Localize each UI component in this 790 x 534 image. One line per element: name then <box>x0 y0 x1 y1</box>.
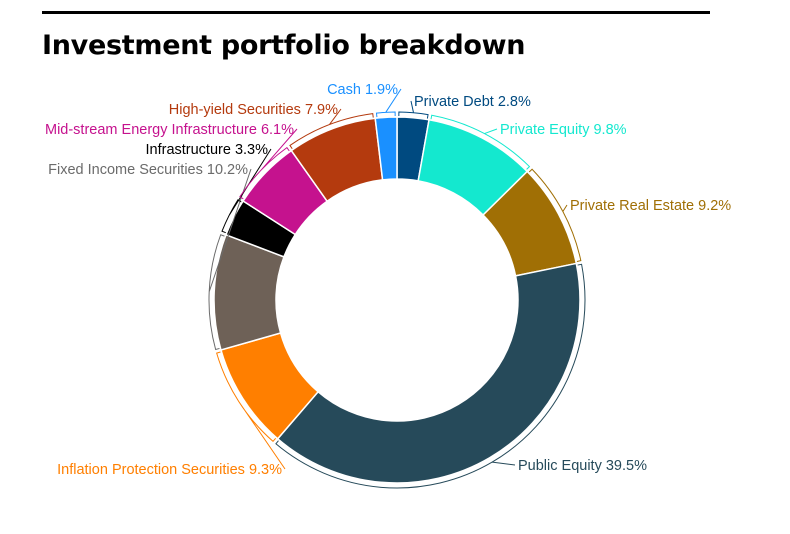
slice-label: Private Real Estate 9.2% <box>570 198 731 214</box>
chart-title: Investment portfolio breakdown <box>42 30 526 61</box>
slice-label: Public Equity 39.5% <box>518 458 647 474</box>
slice-label: Private Equity 9.8% <box>500 122 627 138</box>
slice-label: Private Debt 2.8% <box>414 94 531 110</box>
leader-line <box>239 128 298 200</box>
slice-cash <box>374 116 398 181</box>
slice-labels: Private Debt 2.8% Private Equity 9.8% Priv… <box>45 82 731 478</box>
donut-slices <box>213 116 581 484</box>
slice-public-equity <box>276 262 581 484</box>
leader-line <box>216 351 286 470</box>
slice-label: Mid-stream Energy Infrastructure 6.1% <box>45 122 294 138</box>
top-rule <box>42 11 710 14</box>
leader-line <box>208 168 252 351</box>
label-leader-lines <box>208 88 586 489</box>
leader-line <box>398 100 429 119</box>
slice-label: Infrastructure 3.3% <box>146 142 269 158</box>
slice-label: Cash 1.9% <box>327 82 398 98</box>
leader-line <box>528 168 582 262</box>
slice-label: Fixed Income Securities 10.2% <box>48 162 248 178</box>
leader-line <box>275 263 586 489</box>
leader-line <box>289 108 374 150</box>
leader-line <box>375 88 402 118</box>
slice-label: High-yield Securities 7.9% <box>169 102 338 118</box>
slice-label: Inflation Protection Securities 9.3% <box>57 462 282 478</box>
leader-line <box>430 114 531 170</box>
